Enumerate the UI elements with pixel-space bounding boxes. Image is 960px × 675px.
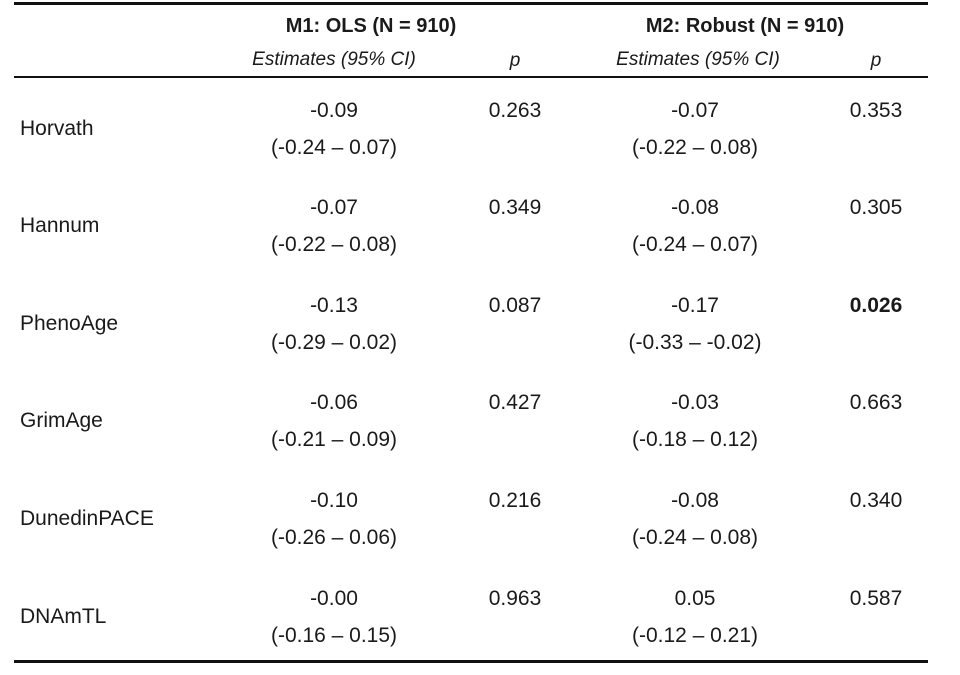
- m1-p-value: 0.427: [488, 391, 542, 414]
- row-label-hannum: Hannum: [20, 214, 100, 237]
- row-label-grimage: GrimAge: [20, 409, 103, 432]
- m2-estimate: -0.08: [671, 196, 719, 219]
- bottom-rule: [14, 660, 928, 663]
- m2-estimate: -0.03: [671, 391, 719, 414]
- m1-estimate: -0.10: [310, 489, 358, 512]
- m2-confidence-interval: (-0.33 – -0.02): [628, 331, 762, 354]
- m2-p-header: p: [870, 50, 882, 71]
- header-rule: [14, 76, 928, 78]
- m1-estimates-header: Estimates (95% CI): [252, 49, 416, 70]
- row-label-dnamtl: DNAmTL: [20, 605, 107, 628]
- m1-estimate: -0.07: [310, 196, 358, 219]
- m1-confidence-interval: (-0.22 – 0.08): [270, 233, 398, 256]
- m1-confidence-interval: (-0.16 – 0.15): [270, 624, 398, 647]
- m1-estimate: -0.06: [310, 391, 358, 414]
- m2-estimate: -0.08: [671, 489, 719, 512]
- m1-p-value: 0.349: [488, 196, 542, 219]
- m1-p-value: 0.963: [488, 587, 542, 610]
- m2-confidence-interval: (-0.24 – 0.07): [631, 233, 759, 256]
- m2-p-value: 0.353: [849, 99, 903, 122]
- m1-confidence-interval: (-0.24 – 0.07): [270, 136, 398, 159]
- m2-confidence-interval: (-0.24 – 0.08): [631, 526, 759, 549]
- m2-p-value: 0.587: [849, 587, 903, 610]
- m2-model-title: M2: Robust (N = 910): [645, 15, 845, 37]
- row-label-horvath: Horvath: [20, 117, 94, 140]
- row-label-phenoage: PhenoAge: [20, 312, 119, 335]
- m1-estimate: -0.00: [310, 587, 358, 610]
- m2-p-value: 0.305: [849, 196, 903, 219]
- m2-p-value: 0.340: [849, 489, 903, 512]
- m2-confidence-interval: (-0.22 – 0.08): [631, 136, 759, 159]
- m2-estimates-header: Estimates (95% CI): [616, 49, 780, 70]
- m1-confidence-interval: (-0.26 – 0.06): [270, 526, 398, 549]
- top-rule: [14, 2, 928, 5]
- m2-estimate: 0.05: [674, 587, 716, 610]
- m2-confidence-interval: (-0.18 – 0.12): [631, 428, 759, 451]
- row-label-dunedinpace: DunedinPACE: [20, 507, 154, 530]
- m1-p-value: 0.216: [488, 489, 542, 512]
- m1-p-value: 0.263: [488, 99, 542, 122]
- m2-p-value-significant: 0.026: [849, 294, 903, 317]
- m2-estimate: -0.07: [671, 99, 719, 122]
- m1-p-value: 0.087: [488, 294, 542, 317]
- m1-p-header: p: [509, 50, 521, 71]
- m1-confidence-interval: (-0.29 – 0.02): [270, 331, 398, 354]
- m1-model-title: M1: OLS (N = 910): [285, 15, 457, 37]
- m1-estimate: -0.13: [310, 294, 358, 317]
- m2-confidence-interval: (-0.12 – 0.21): [631, 624, 759, 647]
- m2-p-value: 0.663: [849, 391, 903, 414]
- m1-estimate: -0.09: [310, 99, 358, 122]
- m1-confidence-interval: (-0.21 – 0.09): [270, 428, 398, 451]
- m2-estimate: -0.17: [671, 294, 719, 317]
